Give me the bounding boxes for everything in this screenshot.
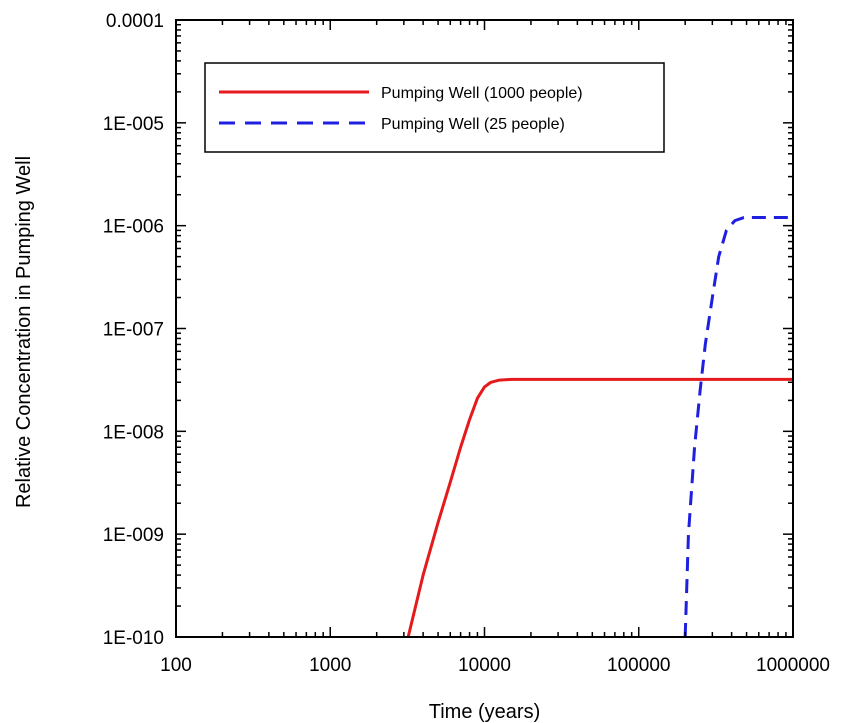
series-layer (406, 216, 793, 638)
y-tick-label-1E007: 1E-007 (103, 320, 164, 341)
y-axis-title: Relative Concentration in Pumping Well (13, 156, 35, 508)
plot-frame (175, 19, 794, 638)
y-tick-label-1E006: 1E-006 (103, 217, 164, 238)
series-line-25-people (683, 216, 793, 638)
y-tick-label-1E008: 1E-008 (103, 422, 164, 443)
x-tick-label-1000000: 1000000 (756, 655, 830, 676)
x-tick-label-1000: 1000 (309, 655, 351, 676)
legend-label-1000-people: Pumping Well (1000 people) (381, 85, 583, 102)
legend-box (204, 62, 665, 153)
x-axis-title: Time (years) (429, 701, 540, 723)
series-line-1000-people (406, 377, 793, 638)
tick-labels: 100 1000 10000 100000 1000000 0.0001 1E-005 1E-… (103, 11, 830, 676)
x-tick-label-100000: 100000 (607, 655, 670, 676)
x-tick-label-10000: 10000 (458, 655, 511, 676)
y-tick-label-1E009: 1E-009 (103, 525, 164, 546)
legend: Pumping Well (1000 people) Pumping Well … (204, 62, 665, 153)
y-tick-label-1E010: 1E-010 (103, 628, 164, 649)
y-tick-label-00001: 0.0001 (106, 11, 164, 32)
legend-label-25-people: Pumping Well (25 people) (381, 116, 565, 133)
x-tick-label-100: 100 (160, 655, 192, 676)
y-tick-label-1E005: 1E-005 (103, 114, 164, 135)
